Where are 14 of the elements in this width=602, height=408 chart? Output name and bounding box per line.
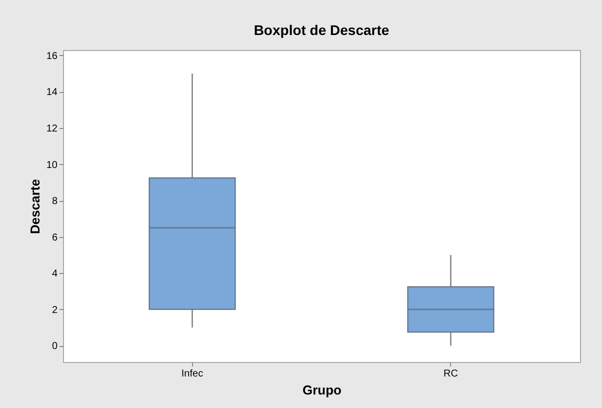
y-tick-label: 2 <box>52 304 58 316</box>
y-tick-label: 10 <box>46 160 58 171</box>
y-tick-label: 14 <box>46 87 58 98</box>
x-tick-label: RC <box>444 368 458 380</box>
y-axis-title: Descarte <box>27 179 42 234</box>
chart-title: Boxplot de Descarte <box>254 22 390 38</box>
y-tick-label: 4 <box>52 268 58 280</box>
y-tick-label: 16 <box>46 50 58 62</box>
x-tick-label: Infec <box>181 368 204 380</box>
y-tick-label: 0 <box>52 341 58 352</box>
y-tick-label: 12 <box>46 124 58 134</box>
y-tick-label: 6 <box>52 232 58 244</box>
x-axis-title: Grupo <box>302 382 342 398</box>
y-tick-label: 8 <box>52 196 58 208</box>
